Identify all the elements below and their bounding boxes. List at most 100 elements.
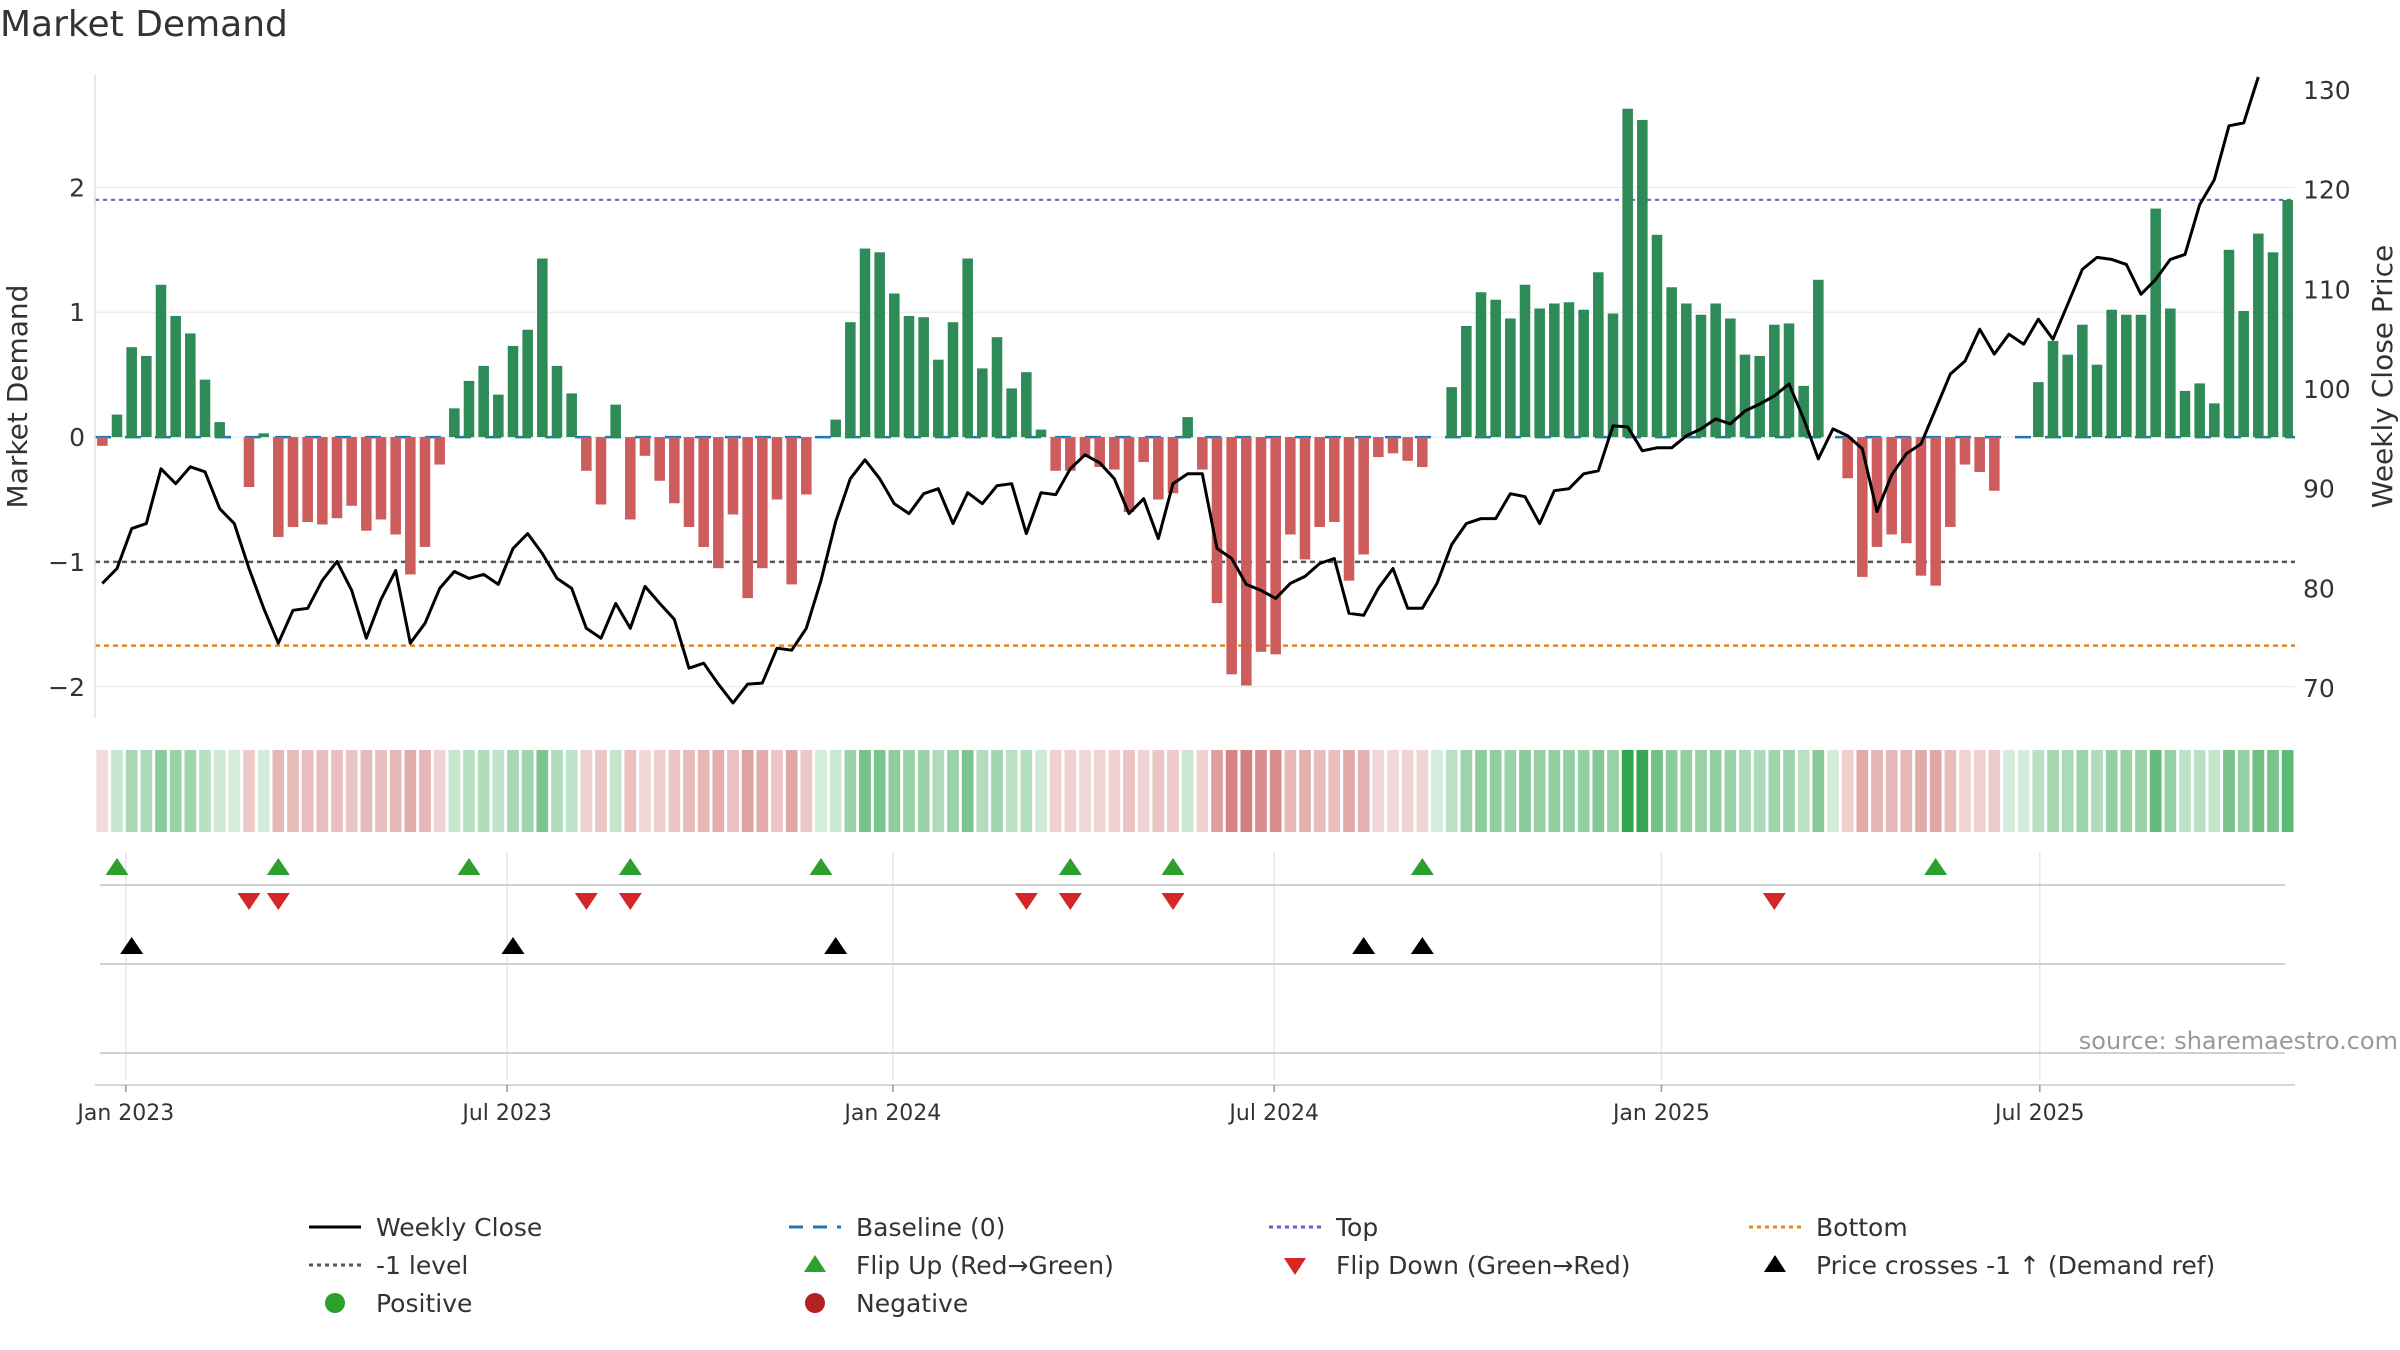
demand-bar-negative <box>287 437 299 527</box>
demand-bar-positive <box>1637 119 1648 438</box>
demand-bar-positive <box>141 355 152 438</box>
strip-cell <box>360 750 373 832</box>
strip-cell <box>1636 750 1649 832</box>
demand-bar-positive <box>962 258 973 438</box>
circle-green-icon <box>300 1284 370 1322</box>
strip-cell <box>1841 750 1854 832</box>
demand-bar-negative <box>727 437 739 515</box>
demand-bar-positive <box>610 404 621 438</box>
strip-cell <box>903 750 915 832</box>
strip-cell <box>169 750 182 832</box>
strip-cell <box>257 750 270 832</box>
strip-cell <box>2135 750 2147 832</box>
strip-cell <box>448 750 461 832</box>
strip-cell <box>859 750 871 832</box>
legend-cross: Price crosses -1 ↑ (Demand ref) <box>1740 1246 2215 1284</box>
left-tick-label: 0 <box>69 423 85 452</box>
legend-label: Weekly Close <box>376 1212 543 1242</box>
demand-bar-negative <box>1079 437 1091 458</box>
dash-blue-icon <box>780 1208 850 1246</box>
demand-bar-positive <box>1622 108 1633 438</box>
strip-cell <box>433 750 446 832</box>
flip-up-marker <box>1924 858 1948 875</box>
strip-cell <box>639 750 651 832</box>
demand-bar-negative <box>1314 437 1325 527</box>
strip-cell <box>1827 750 1839 832</box>
strip-cell <box>331 750 343 832</box>
strip-cell <box>2120 750 2133 832</box>
demand-bar-positive <box>2282 199 2293 438</box>
strip-cell <box>125 750 138 832</box>
demand-bar-negative <box>390 437 401 535</box>
strip-cell <box>2003 750 2015 832</box>
demand-bar-negative <box>273 437 284 537</box>
strip-cell <box>507 750 519 832</box>
demand-bar-negative <box>1255 437 1267 652</box>
strip-cell <box>389 750 402 832</box>
strip-cell <box>2032 750 2045 832</box>
strip-cell <box>1196 750 1209 832</box>
strip-cell <box>1005 750 1018 832</box>
demand-bar-positive <box>1681 303 1692 438</box>
dot-purple-icon <box>1260 1208 1330 1246</box>
demand-bar-negative <box>1387 437 1399 454</box>
line-icon <box>300 1208 370 1246</box>
demand-bar-positive <box>1182 417 1193 438</box>
strip-cell <box>1401 750 1414 832</box>
demand-bar-negative <box>1050 437 1061 471</box>
strip-cell <box>2252 750 2265 832</box>
demand-bar-positive <box>1534 308 1545 438</box>
left-tick-label: 2 <box>69 173 85 202</box>
event-markers <box>95 858 2295 1086</box>
flip-down-marker <box>1058 893 1082 910</box>
strip-cell <box>2208 750 2221 832</box>
strip-cell <box>565 750 578 832</box>
demand-bar-negative <box>1197 437 1208 470</box>
strip-cell <box>551 750 563 832</box>
strip-cell <box>2091 750 2103 832</box>
legend-baseline: Baseline (0) <box>780 1208 1005 1246</box>
demand-bar-positive <box>537 258 548 438</box>
demand-bar-positive <box>155 284 167 438</box>
demand-bar-positive <box>1695 314 1707 438</box>
demand-bar-negative <box>1871 437 1883 547</box>
demand-bars <box>97 108 2293 686</box>
demand-bar-negative <box>1989 437 2000 491</box>
strip-cell <box>1049 750 1062 832</box>
demand-bar-negative <box>595 437 607 505</box>
demand-bar-negative <box>1138 437 1149 463</box>
demand-bar-positive <box>1725 318 1736 438</box>
strip-cell <box>668 750 681 832</box>
strip-cell <box>345 750 358 832</box>
demand-bar-positive <box>1607 313 1619 438</box>
strip-cell <box>1592 750 1605 832</box>
strip-cell <box>2149 750 2162 832</box>
legend-label: Negative <box>856 1288 969 1318</box>
strip-cell <box>653 750 666 832</box>
strip-cell <box>140 750 153 832</box>
demand-bar-positive <box>1446 387 1457 438</box>
strip-cell <box>2223 750 2235 832</box>
demand-bar-positive <box>889 293 900 438</box>
demand-bar-negative <box>361 437 372 531</box>
strip-cell <box>1665 750 1678 832</box>
demand-bar-positive <box>2106 309 2117 438</box>
strip-cell <box>1416 750 1429 832</box>
demand-bar-positive <box>478 365 489 438</box>
legend-label: Flip Down (Green→Red) <box>1336 1250 1631 1280</box>
demand-bar-positive <box>1813 279 1824 438</box>
demand-bar-positive <box>1783 323 1795 438</box>
strip-cell <box>1064 750 1077 832</box>
strip-cell <box>1020 750 1033 832</box>
legend-top: Top <box>1260 1208 1378 1246</box>
flip-down-marker <box>1161 893 1185 910</box>
legend-label: Positive <box>376 1288 473 1318</box>
demand-bar-positive <box>199 379 211 438</box>
strip-cell <box>1959 750 1971 832</box>
demand-bar-positive <box>214 422 225 438</box>
strip-cell <box>1372 750 1385 832</box>
strip-cell <box>991 750 1003 832</box>
strip-cell <box>1739 750 1751 832</box>
legend-bottom: Bottom <box>1740 1208 1908 1246</box>
demand-bar-positive <box>2238 310 2249 438</box>
